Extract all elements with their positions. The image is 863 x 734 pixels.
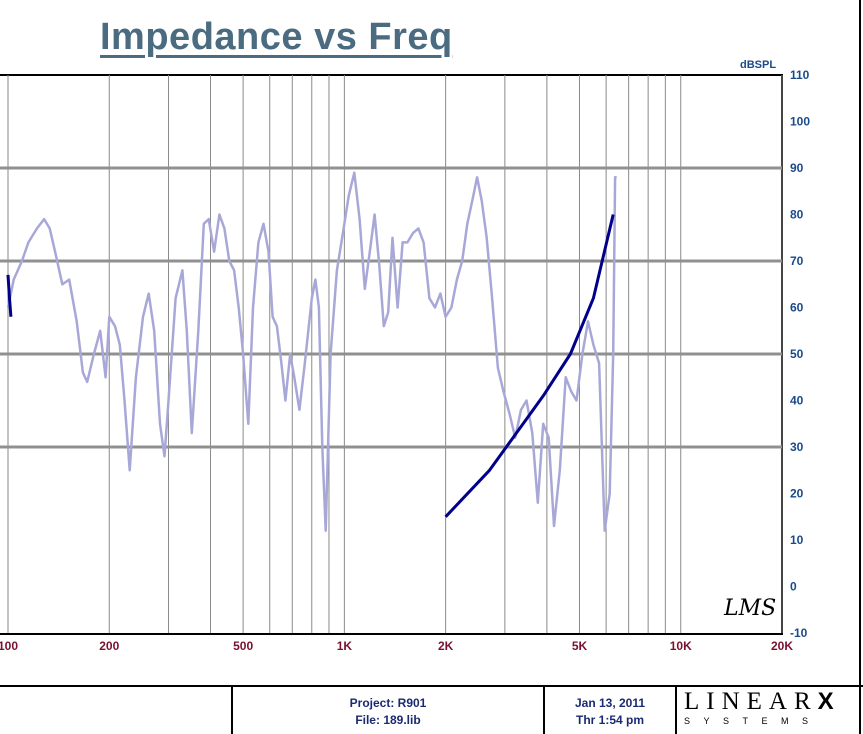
chart-title: Impedance vs Freq xyxy=(100,16,453,58)
x-tick-label: 1K xyxy=(337,639,353,653)
footer-date: Jan 13, 2011 xyxy=(574,696,646,710)
y-tick-label: 20 xyxy=(790,487,804,501)
y-tick-label: 0 xyxy=(790,580,797,594)
footer-file: File: 189.lib xyxy=(355,713,421,727)
x-tick-label: 100 xyxy=(0,639,18,653)
series-layer xyxy=(6,171,617,532)
y-tick-label: 10 xyxy=(790,533,804,547)
tick-layer: -10 0 10 20 30 40 50 60 70 80 90 100 110 100 200 500 1K 2… xyxy=(0,68,810,653)
brand-logo-subtitle: SYSTEMS xyxy=(684,716,822,726)
y-tick-label: 30 xyxy=(790,440,804,454)
series-line-1 xyxy=(6,171,617,532)
y-tick-label: 110 xyxy=(790,68,810,82)
y-tick-label: 40 xyxy=(790,394,804,408)
brand-logo: LINEARX xyxy=(684,688,834,716)
x-tick-label: 20K xyxy=(771,639,793,653)
y-axis-label: dBSPL xyxy=(740,59,776,71)
brand-logo-text: LINEAR xyxy=(684,688,818,715)
y-tick-label: 100 xyxy=(790,115,810,129)
lms-annotation: LMS xyxy=(724,596,777,621)
y-tick-label: 60 xyxy=(790,301,804,315)
x-tick-label: 2K xyxy=(438,639,454,653)
x-tick-label: 200 xyxy=(99,639,119,653)
series-line-2 xyxy=(444,214,615,518)
x-tick-label: 500 xyxy=(233,639,253,653)
y-tick-label: 70 xyxy=(790,254,804,268)
series-line-3 xyxy=(6,274,13,317)
brand-logo-x: X xyxy=(817,688,834,715)
y-tick-label: -10 xyxy=(790,626,808,640)
footer-project: Project: R901 xyxy=(349,696,427,710)
y-tick-label: 90 xyxy=(790,161,804,175)
y-tick-label: 80 xyxy=(790,208,804,222)
y-tick-label: 50 xyxy=(790,347,804,361)
x-tick-label: 10K xyxy=(670,639,692,653)
footer-time: Thr 1:54 pm xyxy=(575,713,644,727)
x-tick-label: 5K xyxy=(572,639,588,653)
